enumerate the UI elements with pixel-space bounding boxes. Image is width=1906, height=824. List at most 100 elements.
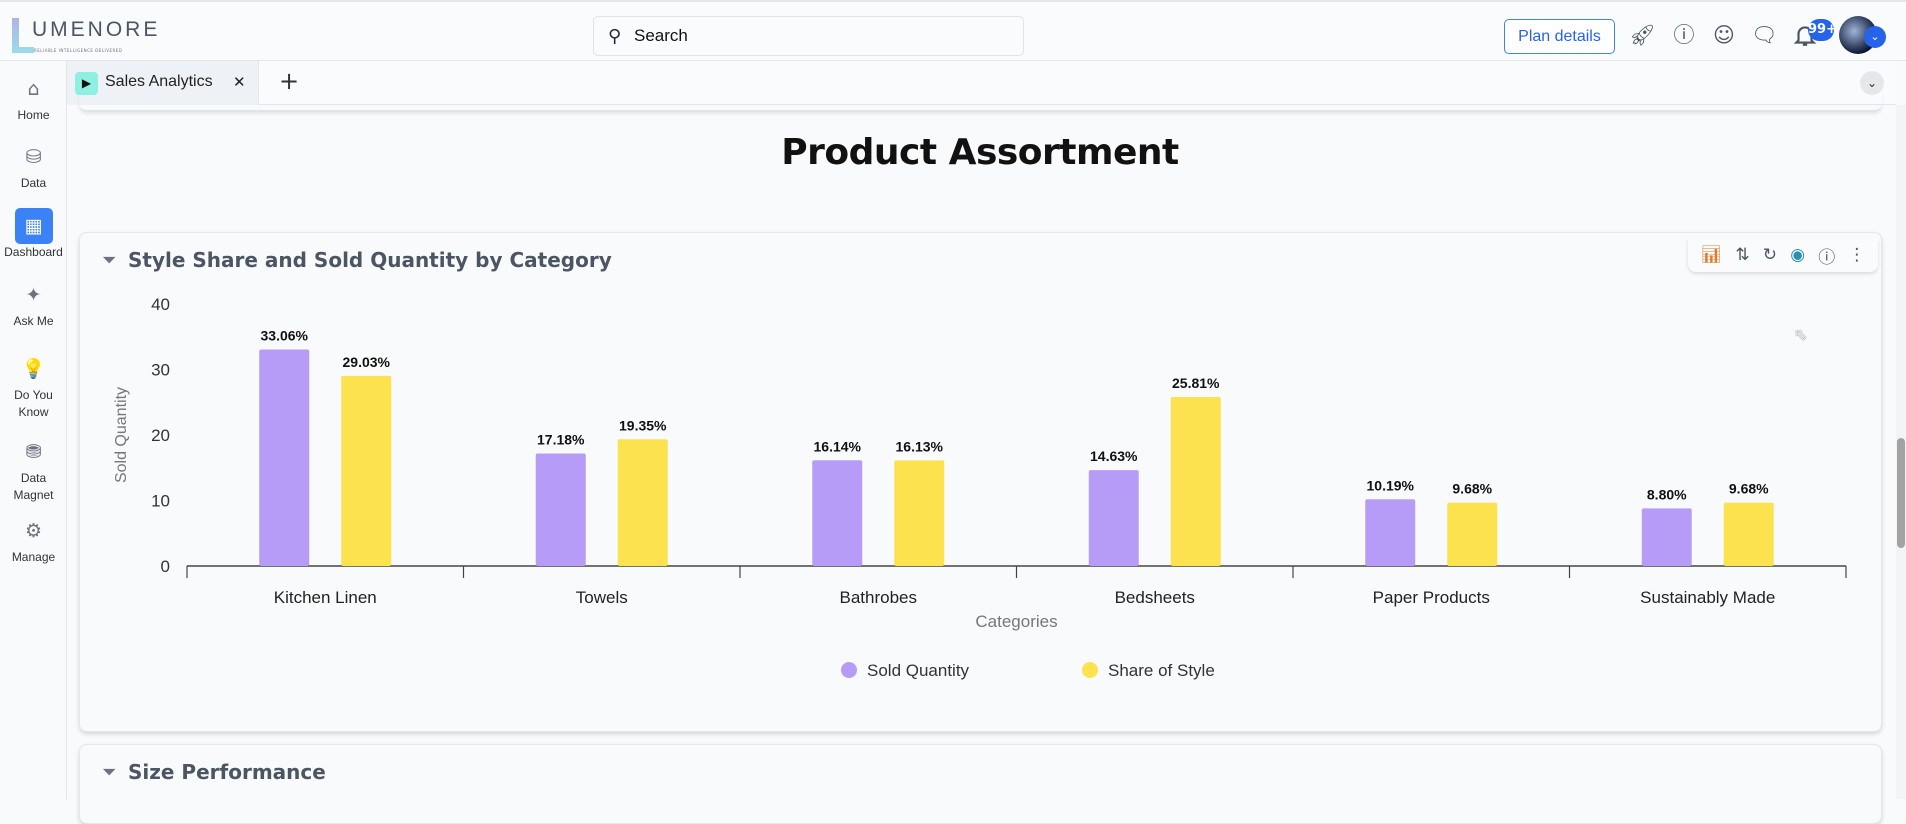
- tab-sales-analytics[interactable]: ▶ Sales Analytics ✕: [67, 61, 259, 105]
- sidebar-item-label: Data Magnet: [13, 471, 54, 502]
- sidebar-item-dashboard[interactable]: ▦ Dashboard: [0, 208, 67, 261]
- sidebar-item-label: Do You Know: [14, 388, 53, 419]
- y-tick-label: 10: [151, 492, 170, 511]
- filter-settings-icon[interactable]: ⏷: [102, 250, 117, 271]
- x-tick-label: Sustainably Made: [1640, 588, 1775, 607]
- y-tick-label: 0: [161, 557, 170, 576]
- bar-share-of-style: [617, 439, 668, 566]
- x-axis-title: Categories: [975, 612, 1057, 631]
- x-tick-label: Kitchen Linen: [274, 588, 377, 607]
- close-icon[interactable]: ✕: [233, 73, 246, 91]
- data-label: 16.13%: [896, 438, 944, 454]
- search-placeholder: Search: [634, 26, 688, 45]
- scrollbar[interactable]: [1896, 105, 1906, 799]
- tab-label: Sales Analytics: [105, 73, 213, 90]
- bar-sold-quantity: [1365, 499, 1416, 566]
- sidebar-item-home[interactable]: ⌂ Home: [0, 71, 67, 124]
- sidebar-item-label: Ask Me: [13, 314, 54, 328]
- info-icon[interactable]: ⓘ: [1818, 247, 1836, 268]
- dashboard-icon: ▦: [14, 208, 53, 244]
- chevron-down-icon[interactable]: ⌄: [1860, 71, 1884, 95]
- data-label: 29.03%: [343, 354, 391, 370]
- bar-share-of-style: [1170, 396, 1221, 566]
- size-performance-card: ⏷ Size Performance: [79, 744, 1882, 824]
- y-tick-label: 30: [151, 361, 170, 380]
- logo-text: UMENORE: [32, 18, 161, 41]
- data-label: 17.18%: [537, 431, 585, 447]
- filter-settings-icon[interactable]: ⏷: [102, 762, 117, 783]
- sort-icon[interactable]: ⇅: [1735, 245, 1750, 265]
- sidebar-item-data[interactable]: ⛁ Data: [0, 139, 67, 192]
- search-input[interactable]: ⚲ Search: [593, 16, 1024, 56]
- search-icon: ⚲: [608, 26, 622, 47]
- do-you-know-icon: 💡: [21, 358, 46, 380]
- legend-marker: [841, 662, 857, 678]
- previous-card-edge: [79, 92, 1882, 112]
- data-label: 33.06%: [261, 327, 309, 343]
- ask-me-icon: ✦: [25, 284, 42, 306]
- data-label: 10.19%: [1367, 477, 1415, 493]
- bar-chart: 0 10 20 30 40 Sold Quantity Categories Kitchen …: [113, 295, 1847, 680]
- plan-details-button[interactable]: Plan details: [1504, 19, 1615, 54]
- sidebar-item-label: Data: [20, 176, 47, 190]
- logo-mark-foot: [12, 47, 34, 53]
- x-tick-label: Paper Products: [1373, 588, 1490, 607]
- view-icon[interactable]: ◉: [1790, 245, 1806, 265]
- top-bar: UMENORE RELIABLE INTELLIGENCE DELIVERED …: [0, 0, 1906, 61]
- chart-type-icon[interactable]: 📊︎: [1700, 245, 1723, 265]
- bar-share-of-style: [1723, 502, 1774, 566]
- data-label: 14.63%: [1090, 448, 1138, 464]
- data-label: 25.81%: [1172, 375, 1220, 391]
- bar-share-of-style: [341, 375, 392, 566]
- sidebar-item-ask-me[interactable]: ✦ Ask Me: [0, 277, 67, 330]
- more-options-icon[interactable]: ⋮: [1848, 245, 1866, 265]
- bell-icon[interactable]: [1792, 22, 1818, 48]
- data-icon: ⛁: [25, 146, 42, 168]
- data-label: 9.68%: [1452, 481, 1492, 497]
- scrollbar-thumb[interactable]: [1897, 438, 1905, 548]
- support-bot-icon[interactable]: ☺: [1713, 23, 1735, 47]
- x-tick-label: Bathrobes: [840, 588, 918, 607]
- y-tick-label: 40: [151, 295, 170, 314]
- logo-tagline: RELIABLE INTELLIGENCE DELIVERED: [34, 48, 123, 53]
- bar-share-of-style: [1447, 502, 1498, 566]
- add-tab-button[interactable]: +: [279, 67, 300, 95]
- home-icon: ⌂: [27, 78, 40, 100]
- x-tick-label: Bedsheets: [1115, 588, 1195, 607]
- page-title: Product Assortment: [781, 132, 1179, 173]
- play-icon: ▶: [75, 72, 98, 95]
- card-title: Size Performance: [128, 760, 326, 784]
- data-label: 16.14%: [814, 438, 862, 454]
- sidebar-item-label: Manage: [11, 550, 56, 564]
- sidebar-item-do-you-know[interactable]: 💡 Do You Know: [0, 351, 67, 421]
- refresh-icon[interactable]: ↻: [1762, 245, 1778, 265]
- data-magnet-icon: ⛃: [25, 441, 42, 463]
- chart-toolbar: 📊︎ ⇅ ↻ ◉ ⓘ ⋮: [1688, 238, 1878, 272]
- chart-card: 0 10 20 30 40 Sold Quantity Categories Kitchen …: [79, 232, 1882, 732]
- legend-item: Share of Style: [1108, 661, 1215, 680]
- data-label: 8.80%: [1647, 486, 1687, 502]
- bar-sold-quantity: [535, 453, 586, 566]
- tab-bar: ▶ Sales Analytics ✕ + ⌄: [67, 61, 1896, 105]
- help-icon[interactable]: ⓘ: [1673, 23, 1695, 47]
- y-tick-label: 20: [151, 426, 170, 445]
- sidebar-item-data-magnet[interactable]: ⛃ Data Magnet: [0, 434, 67, 504]
- chevron-down-icon[interactable]: ⌄: [1864, 26, 1886, 48]
- feedback-icon[interactable]: 🗨︎: [1751, 23, 1778, 47]
- logo-mark: [12, 18, 19, 52]
- notification-badge: 99+: [1808, 19, 1837, 41]
- bar-share-of-style: [894, 460, 945, 566]
- rocket-icon[interactable]: 🚀︎: [1629, 23, 1656, 47]
- bar-sold-quantity: [259, 349, 310, 566]
- bar-sold-quantity: [1088, 470, 1139, 566]
- data-label: 9.68%: [1729, 481, 1769, 497]
- bar-sold-quantity: [1641, 508, 1692, 566]
- y-axis-title: Sold Quantity: [113, 387, 130, 483]
- legend-marker: [1082, 662, 1098, 678]
- sidebar-item-manage[interactable]: ⚙ Manage: [0, 513, 67, 566]
- legend-item: Sold Quantity: [867, 661, 970, 680]
- bar-sold-quantity: [812, 460, 863, 566]
- card-title: Style Share and Sold Quantity by Categor…: [128, 248, 612, 272]
- x-tick-label: Towels: [576, 588, 628, 607]
- manage-icon: ⚙: [24, 520, 43, 542]
